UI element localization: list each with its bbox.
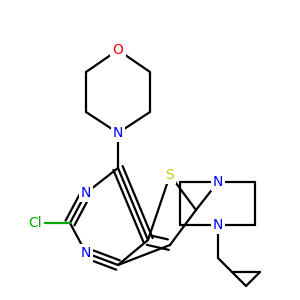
- Text: Cl: Cl: [28, 216, 42, 230]
- Text: N: N: [81, 246, 91, 260]
- Text: N: N: [113, 126, 123, 140]
- Text: N: N: [81, 186, 91, 200]
- Text: O: O: [112, 43, 123, 57]
- Text: N: N: [213, 218, 223, 232]
- Text: S: S: [166, 168, 174, 182]
- Text: N: N: [213, 175, 223, 189]
